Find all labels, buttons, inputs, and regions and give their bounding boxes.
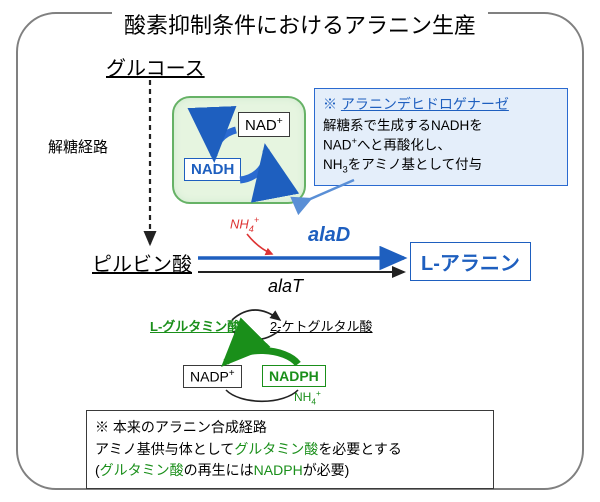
annotation-heading: ※ アラニンデヒドロゲナーゼ bbox=[323, 95, 559, 115]
node-l-alanine: L-アラニン bbox=[410, 242, 531, 281]
enzyme-alaT: alaT bbox=[268, 276, 303, 297]
anno-l3b: をアミノ基として付与 bbox=[348, 157, 482, 172]
note-line1: アミノ基供与体としてグルタミン酸を必要とする bbox=[95, 439, 485, 459]
nh4-green-plus: + bbox=[316, 388, 321, 398]
node-nad: NAD+ bbox=[238, 112, 290, 137]
node-glutamate: L-グルタミン酸 bbox=[150, 316, 240, 335]
nh4-green-text: NH bbox=[294, 390, 311, 404]
note-l2e: が必要) bbox=[303, 462, 350, 478]
note-l2b: グルタミン酸 bbox=[100, 462, 184, 478]
node-ketoglutarate: 2-ケトグルタル酸 bbox=[270, 316, 373, 335]
note-heading: ※ 本来のアラニン合成経路 bbox=[95, 417, 485, 437]
nadp-plus: + bbox=[229, 368, 235, 379]
anno-prefix: ※ bbox=[323, 96, 341, 112]
annotation-box: ※ アラニンデヒドロゲナーゼ 解糖系で生成するNADHを NAD+へと再酸化し、… bbox=[314, 88, 568, 186]
cofactor-nh4-green: NH4+ bbox=[294, 388, 321, 406]
nh4-red-text: NH bbox=[230, 216, 249, 231]
anno-l2b: へと再酸化し、 bbox=[357, 138, 451, 153]
nh4-red-plus: + bbox=[254, 215, 259, 225]
label-glycolysis: 解糖経路 bbox=[48, 136, 108, 157]
node-nadp: NADP+ bbox=[183, 365, 242, 388]
note-l1c: を必要とする bbox=[318, 441, 402, 457]
annotation-line3: NH3をアミノ基として付与 bbox=[323, 156, 559, 177]
annotation-line1: 解糖系で生成するNADHを bbox=[323, 117, 559, 136]
note-l2d: NADPH bbox=[254, 462, 303, 478]
nad-plus: + bbox=[277, 115, 283, 127]
nadp-text: NADP bbox=[190, 369, 229, 385]
cofactor-nh4-red: NH4+ bbox=[230, 215, 259, 234]
nh4-red-4: 4 bbox=[249, 224, 254, 234]
note-box: ※ 本来のアラニン合成経路 アミノ基供与体としてグルタミン酸を必要とする (グル… bbox=[86, 410, 494, 489]
anno-l2a: NAD bbox=[323, 138, 352, 153]
annotation-line2: NAD+へと再酸化し、 bbox=[323, 135, 559, 155]
node-nadh: NADH bbox=[184, 158, 241, 181]
node-nadph: NADPH bbox=[262, 365, 326, 387]
note-l2c: の再生には bbox=[184, 462, 254, 478]
note-line2: (グルタミン酸の再生にはNADPHが必要) bbox=[95, 460, 485, 480]
node-pyruvate: ピルビン酸 bbox=[92, 248, 192, 277]
node-glucose: グルコース bbox=[106, 52, 205, 81]
enzyme-alaD: alaD bbox=[308, 224, 350, 247]
note-l1b: グルタミン酸 bbox=[234, 441, 318, 457]
diagram-title: 酸素抑制条件におけるアラニン生産 bbox=[112, 8, 488, 40]
anno-enzyme-name: アラニンデヒドロゲナーゼ bbox=[341, 96, 509, 112]
nad-text: NAD bbox=[245, 117, 277, 134]
note-l1a: アミノ基供与体として bbox=[95, 441, 234, 457]
anno-l3a: NH bbox=[323, 157, 343, 172]
